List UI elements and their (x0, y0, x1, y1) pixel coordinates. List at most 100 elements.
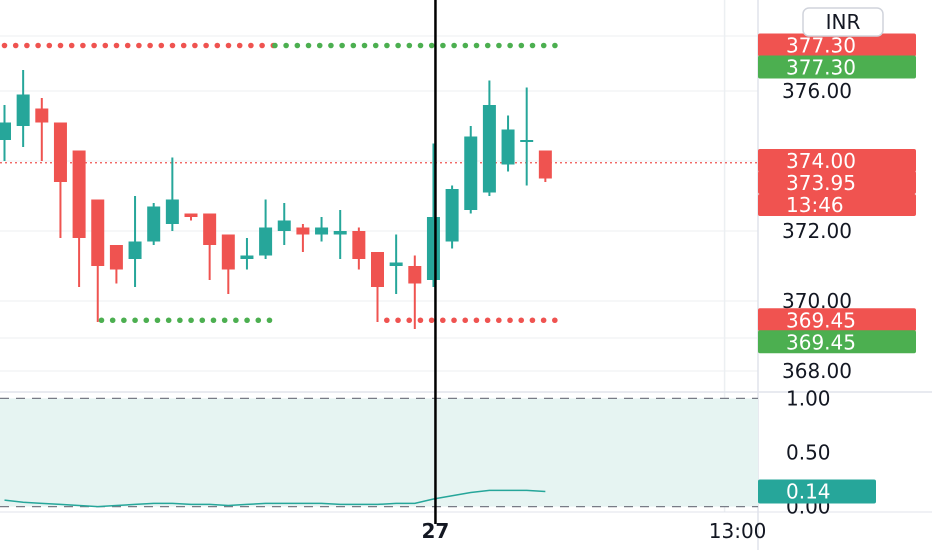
level-dot (529, 317, 536, 324)
level-dot (143, 317, 150, 324)
oscillator-value-tag: 0.14 (758, 479, 876, 504)
oscillator-value-box (758, 479, 876, 504)
candle (165, 157, 179, 231)
level-dot (169, 42, 176, 49)
currency-badge[interactable]: INR (802, 7, 884, 37)
candle (240, 238, 254, 270)
candle-body (53, 122, 67, 182)
oscillator-value-label: 0.14 (786, 479, 831, 503)
level-dot (496, 42, 502, 49)
level-dot (552, 42, 558, 49)
level-dot (12, 42, 19, 49)
level-dot (225, 42, 232, 49)
level-dot (255, 317, 262, 324)
candle-body (0, 122, 11, 140)
price-tag-label: 374.00 (786, 149, 856, 173)
level-dot (1, 42, 8, 49)
candle-body (315, 227, 329, 235)
level-dot (113, 42, 120, 49)
level-dot (136, 42, 142, 49)
level-dot (406, 42, 413, 49)
level-dot (384, 317, 390, 324)
oscillator-pane (0, 397, 758, 508)
level-dot (266, 317, 273, 324)
candle (0, 105, 11, 161)
level-dot (259, 42, 265, 49)
level-dot (35, 42, 41, 49)
candle (501, 115, 515, 172)
oscillator-tick-label: 1.00 (786, 386, 831, 410)
candle (426, 143, 440, 287)
countdown-label: 13:46 (786, 193, 844, 217)
candle (109, 245, 123, 284)
level-dot (124, 42, 131, 49)
level-dot (98, 317, 105, 324)
candle-body (16, 94, 30, 126)
price-tag-box (758, 55, 916, 79)
candle-body (501, 129, 515, 165)
level-dot (57, 42, 64, 49)
price-tag: 377.30 (758, 55, 916, 80)
level-dot (484, 317, 491, 324)
candle (464, 126, 478, 214)
level-lines (0, 42, 758, 324)
level-dot (440, 42, 446, 49)
level-dot (192, 42, 198, 49)
candle (389, 234, 403, 294)
price-tag: 377.30 (758, 33, 916, 58)
price-tag-label: 369.45 (786, 330, 856, 354)
candle-body (147, 206, 161, 242)
candle-body (482, 105, 496, 193)
level-dot (109, 317, 116, 324)
level-dot (248, 42, 254, 49)
level-dot (188, 317, 194, 324)
candle (296, 224, 310, 252)
level-dot (417, 42, 424, 49)
level-dot (236, 42, 243, 49)
level-dot (518, 42, 525, 49)
candle (520, 87, 534, 186)
price-axis[interactable]: 376.00374.00372.00370.00368.001.000.500.… (782, 79, 852, 519)
level-dot (496, 317, 502, 324)
level-dot (451, 317, 457, 324)
level-dot (507, 42, 513, 49)
price-tag-label: 373.95 (786, 171, 856, 195)
candle (203, 213, 217, 280)
candle (72, 150, 86, 287)
price-tag-label: 377.30 (786, 34, 856, 58)
candle (184, 213, 198, 221)
candle (35, 98, 49, 161)
level-dot (428, 42, 435, 49)
candle-body (445, 189, 459, 242)
candle-body (203, 213, 217, 245)
candle (259, 199, 273, 259)
price-tag-box (758, 171, 916, 194)
candle (352, 227, 366, 270)
candle-body (352, 231, 366, 259)
level-dot (451, 42, 457, 49)
candle (445, 185, 459, 249)
price-tag: 369.45 (758, 330, 916, 354)
price-tick-label: 376.00 (782, 79, 852, 103)
level-dot (328, 42, 334, 49)
candle-body (464, 136, 478, 210)
level-dot (233, 317, 239, 324)
candle-body (296, 227, 310, 235)
candle (315, 217, 329, 242)
level-dot (361, 42, 368, 49)
time-tick-label: 13:00 (709, 519, 767, 543)
level-dot (518, 317, 525, 324)
level-dot (529, 42, 536, 49)
candle (128, 196, 142, 287)
oscillator-tick-label: 0.50 (786, 441, 831, 465)
level-dot (395, 317, 401, 324)
level-dot (507, 317, 513, 324)
candle-body (371, 252, 384, 287)
time-axis[interactable]: 27 13:00 (422, 519, 767, 543)
time-tick-label: 27 (422, 519, 450, 543)
price-tag: 369.45 (758, 308, 916, 332)
candle-body (35, 108, 49, 123)
